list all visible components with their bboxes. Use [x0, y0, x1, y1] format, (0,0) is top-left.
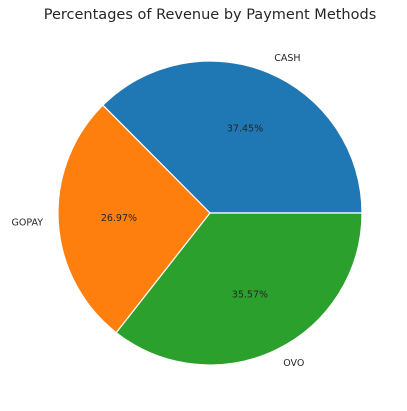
- pie-slices: [57, 60, 363, 366]
- slice-value-label-gopay: 26.97%: [101, 213, 137, 224]
- slice-label-gopay: GOPAY: [12, 217, 44, 228]
- pie-labels: CASH 37.45% GOPAY 26.97% OVO 35.57%: [12, 53, 305, 369]
- pie-slice-cash: [102, 60, 363, 214]
- pie-slice-ovo: [115, 212, 363, 366]
- slice-value-label-cash: 37.45%: [227, 123, 263, 134]
- slice-label-ovo: OVO: [283, 358, 304, 369]
- chart-title: Percentages of Revenue by Payment Method…: [44, 7, 377, 23]
- pie-slice-gopay: [57, 104, 211, 334]
- slice-label-cash: CASH: [274, 53, 300, 64]
- slice-value-label-ovo: 35.57%: [232, 289, 268, 300]
